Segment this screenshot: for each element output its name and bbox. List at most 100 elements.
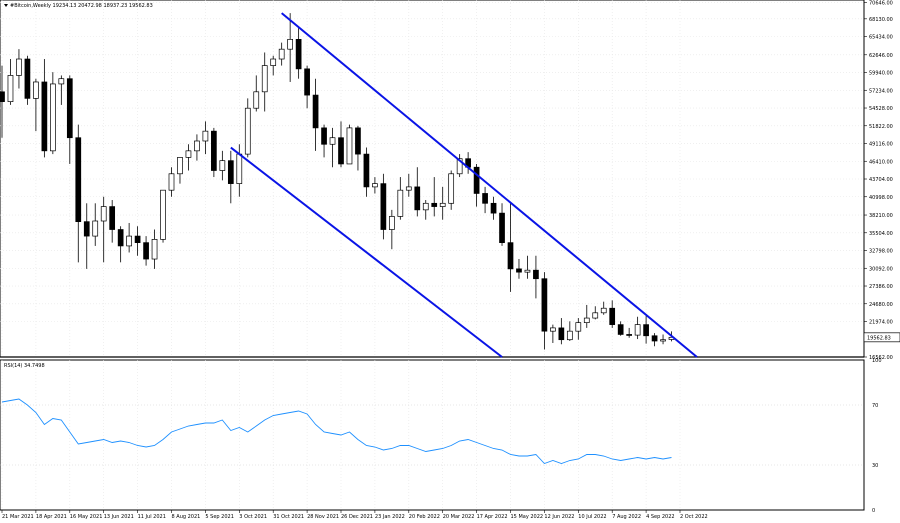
candle-body-down	[414, 186, 421, 211]
candle	[117, 226, 124, 263]
candle-body-up	[160, 189, 166, 240]
dropdown-triangle-icon[interactable]	[4, 4, 8, 7]
candle-body-up	[448, 173, 455, 204]
candle-body-down	[0, 91, 5, 102]
candle-body-up	[592, 312, 599, 319]
candle-body-down	[66, 78, 73, 139]
y-tick-label: 16562.00	[869, 355, 893, 361]
candle-body-down	[541, 278, 548, 332]
candle	[16, 49, 22, 89]
x-tick-label: 10 Jul 2022	[578, 514, 606, 520]
candle-body-up	[270, 58, 277, 66]
y-tick-label: 46410.00	[869, 159, 893, 165]
candle-body-down	[304, 68, 310, 96]
candle-body-down	[533, 269, 539, 280]
candle	[287, 13, 293, 82]
candle-body-down	[75, 137, 82, 223]
x-tick-label: 11 Jul 2021	[138, 514, 166, 520]
rsi-y-tick-label: 30	[872, 463, 878, 469]
candle-body-down	[643, 324, 649, 337]
candle-body-up	[566, 330, 573, 341]
main-title-group: #Bitcoin,Weekly 19234.13 20472.98 18937.…	[4, 3, 153, 9]
candle-body-up	[177, 157, 183, 175]
candle	[304, 65, 310, 109]
candle	[626, 327, 633, 338]
candle-body-down	[117, 229, 124, 247]
candle-body-down	[380, 183, 387, 230]
candle	[278, 42, 285, 66]
candle-body-up	[389, 216, 395, 230]
candle	[66, 75, 73, 164]
candle-body-down	[626, 334, 633, 336]
candle	[211, 127, 217, 178]
candle-body-up	[660, 339, 666, 342]
candle	[431, 177, 438, 217]
candle-body-down	[558, 327, 565, 341]
candle	[75, 124, 82, 263]
main-y-axis: 70646.00 68130.00 65434.00 62646.00 59940.00…	[864, 0, 893, 361]
candle	[321, 124, 327, 158]
price-badge-box	[863, 332, 900, 343]
candle-body-up	[202, 130, 209, 142]
candle-body-down	[617, 324, 624, 335]
candle	[338, 121, 344, 168]
y-tick-label: 24680.00	[869, 302, 893, 308]
candle	[168, 167, 175, 197]
candle	[499, 203, 505, 246]
candle	[575, 318, 582, 340]
y-tick-label: 40998.00	[869, 195, 893, 201]
candle	[541, 272, 548, 350]
candle	[134, 226, 141, 256]
candle	[160, 189, 166, 243]
candle	[177, 157, 183, 184]
candle	[558, 318, 565, 345]
candle	[609, 300, 616, 328]
rsi-series	[1, 398, 672, 465]
y-tick-label: 38210.00	[869, 213, 893, 219]
candle-body-up	[16, 58, 22, 76]
candle	[100, 196, 107, 263]
candle-body-up	[278, 48, 285, 60]
candle-body-up	[194, 140, 200, 152]
candle-body-down	[211, 130, 217, 171]
x-tick-label: 21 Mar 2021	[2, 514, 34, 520]
candle-body-up	[583, 317, 590, 323]
candle	[0, 65, 5, 138]
candle	[643, 316, 649, 344]
y-tick-label: 21974.00	[869, 320, 893, 326]
candle	[473, 163, 480, 207]
channel-line-upper	[281, 12, 698, 358]
candle	[58, 75, 65, 105]
candle	[592, 306, 599, 320]
candle-body-up	[346, 127, 353, 165]
price-badge: 19562.83	[863, 332, 900, 343]
x-tick-label: 18 Apr 2021	[36, 514, 67, 520]
y-tick-label: 62646.00	[869, 53, 893, 59]
candle	[253, 75, 260, 112]
candle-body-up	[287, 38, 293, 50]
candle	[41, 59, 48, 158]
candle-body-up	[236, 153, 243, 184]
candle	[24, 55, 31, 105]
main-grid	[0, 0, 864, 358]
x-tick-label: 5 Sep 2021	[205, 514, 234, 520]
candle-body-up	[151, 239, 158, 260]
y-tick-label: 32798.00	[869, 249, 893, 255]
candle	[524, 255, 531, 279]
candle-body-down	[473, 166, 480, 194]
candle-body-up	[253, 91, 260, 109]
candle-body-down	[355, 127, 361, 155]
candle-body-down	[431, 202, 438, 207]
candle	[363, 147, 370, 197]
x-tick-label: 20 Feb 2022	[409, 514, 440, 520]
candle-body-down	[651, 335, 658, 342]
x-tick-label: 7 Aug 2022	[612, 514, 641, 520]
candle	[448, 170, 455, 210]
candle-body-down	[227, 160, 234, 184]
candle-body-up	[49, 83, 56, 152]
rsi-y-axis: 100 70 30 0	[872, 358, 882, 514]
x-tick-label: 15 May 2022	[511, 514, 544, 520]
candle	[83, 203, 90, 269]
x-tick-label: 17 Apr 2022	[477, 514, 508, 520]
